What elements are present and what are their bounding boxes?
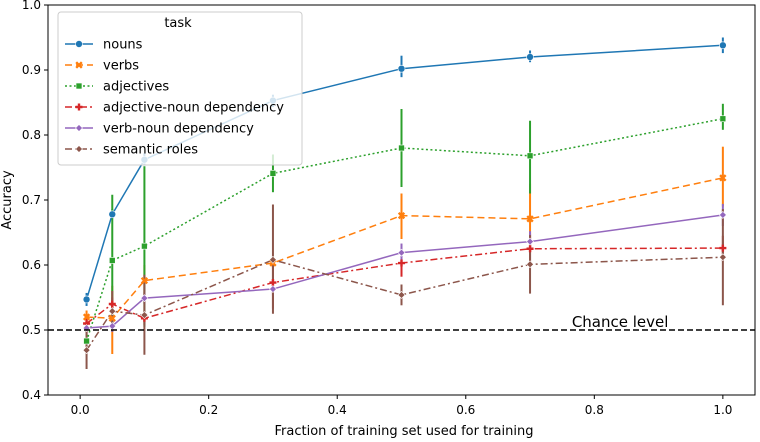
- legend-label-adjective-noun-dependency: adjective-noun dependency: [103, 101, 284, 116]
- point-semantic-roles-3: [269, 255, 277, 264]
- x-tick-label-5: 1.0: [713, 403, 732, 417]
- y-axis-ticks: 0.4 0.5 0.6 0.7 0.8 0.9 1.0: [22, 0, 48, 402]
- legend-marker-semantic-roles: [75, 145, 83, 153]
- legend-marker-adjective-noun-dependency: [75, 103, 83, 111]
- point-nouns-0: [82, 295, 91, 304]
- legend-marker-verb-noun-dependency: [75, 124, 83, 132]
- legend-box: [57, 11, 303, 166]
- x-tick-label-1: 0.2: [199, 403, 218, 417]
- chance-level-label: Chance level: [572, 313, 669, 331]
- y-tick-label-3: 0.7: [22, 193, 41, 207]
- point-nouns-5: [526, 53, 534, 61]
- x-axis-label: Fraction of training set used for traini…: [275, 424, 534, 438]
- y-tick-label-5: 0.9: [22, 63, 41, 77]
- point-adjective-noun-dependency-1: [108, 300, 116, 308]
- legend-label-verbs: verbs: [103, 59, 139, 74]
- point-adjectives-6: [719, 115, 727, 123]
- legend-title: task: [164, 16, 192, 31]
- point-adjectives-4: [398, 144, 405, 152]
- point-verb-noun-dependency-3: [269, 285, 277, 293]
- x-tick-label-4: 0.8: [585, 403, 604, 417]
- legend-label-adjectives: adjectives: [103, 80, 169, 95]
- point-verbs-5: [526, 215, 534, 223]
- point-adjectives-2: [141, 242, 148, 250]
- point-semantic-roles-1: [108, 307, 117, 316]
- legend-label-verb-noun-dependency: verb-noun dependency: [103, 122, 254, 137]
- x-axis-ticks: 0.0 0.2 0.4 0.6 0.8 1.0: [71, 395, 732, 417]
- y-tick-label-4: 0.8: [22, 128, 41, 142]
- y-axis-label: Accuracy: [0, 170, 15, 230]
- y-tick-label-1: 0.5: [22, 323, 41, 337]
- point-adjective-noun-dependency-4: [398, 259, 405, 267]
- point-nouns-1: [108, 210, 117, 219]
- point-verb-noun-dependency-4: [397, 248, 406, 257]
- legend-label-nouns: nouns: [103, 38, 143, 53]
- point-verbs-2: [140, 276, 149, 285]
- legend-marker-adjectives: [75, 82, 83, 90]
- x-tick-label-2: 0.4: [328, 403, 347, 417]
- legend: task nouns verbs adjectives adjective-noun d…: [57, 11, 303, 166]
- x-tick-label-0: 0.0: [71, 403, 90, 417]
- point-semantic-roles-6: [718, 253, 727, 262]
- series-markers: [82, 41, 727, 355]
- point-adjective-noun-dependency-6: [719, 244, 727, 252]
- point-adjectives-1: [108, 257, 116, 264]
- y-tick-label-6: 1.0: [22, 0, 41, 12]
- x-tick-label-3: 0.6: [456, 403, 475, 417]
- point-nouns-4: [397, 64, 406, 73]
- point-semantic-roles-0: [82, 346, 91, 355]
- y-tick-label-0: 0.4: [22, 388, 41, 402]
- point-semantic-roles-5: [526, 260, 534, 269]
- y-tick-label-2: 0.6: [22, 258, 41, 272]
- point-adjectives-5: [526, 152, 534, 160]
- point-semantic-roles-4: [397, 290, 406, 299]
- legend-marker-verbs: [75, 61, 83, 69]
- point-verbs-0: [82, 313, 91, 321]
- point-adjectives-3: [269, 170, 277, 177]
- point-semantic-roles-2: [140, 311, 149, 319]
- point-verbs-4: [397, 211, 406, 220]
- point-adjective-noun-dependency-3: [269, 279, 277, 287]
- point-nouns-6: [719, 41, 727, 50]
- chance-level-line: Chance level: [48, 313, 755, 331]
- point-adjective-noun-dependency-5: [526, 245, 534, 253]
- point-verbs-6: [719, 174, 727, 182]
- legend-marker-nouns: [75, 40, 83, 48]
- point-verbs-1: [108, 314, 116, 322]
- point-verb-noun-dependency-5: [526, 237, 534, 246]
- point-verb-noun-dependency-6: [718, 211, 727, 219]
- point-verb-noun-dependency-2: [140, 294, 149, 303]
- legend-label-semantic-roles: semantic roles: [103, 143, 198, 158]
- point-adjectives-0: [83, 337, 90, 345]
